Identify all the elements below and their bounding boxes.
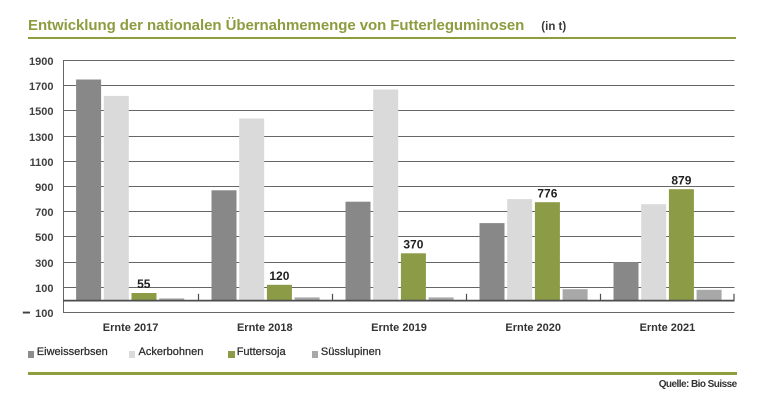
svg-text:55: 55	[137, 277, 151, 291]
svg-text:1900: 1900	[29, 56, 53, 68]
svg-text:100: 100	[35, 283, 53, 295]
svg-text:900: 900	[35, 182, 53, 194]
svg-text:Ernte 2020: Ernte 2020	[505, 322, 561, 334]
svg-text:Ernte 2021: Ernte 2021	[640, 322, 696, 334]
svg-text:879: 879	[671, 173, 691, 187]
svg-text:1300: 1300	[29, 132, 53, 144]
svg-text:1100: 1100	[30, 157, 54, 169]
svg-text:300: 300	[35, 258, 53, 270]
svg-text:Ernte 2019: Ernte 2019	[371, 322, 427, 334]
svg-text:Ernte 2018: Ernte 2018	[237, 322, 293, 334]
svg-text:700: 700	[35, 207, 53, 219]
svg-text:100: 100	[35, 308, 53, 320]
svg-text:370: 370	[403, 237, 423, 251]
svg-text:1700: 1700	[29, 81, 53, 93]
svg-text:1500: 1500	[29, 106, 53, 118]
svg-text:Ernte 2017: Ernte 2017	[103, 322, 159, 334]
svg-text:120: 120	[269, 269, 289, 283]
svg-text:500: 500	[35, 232, 53, 244]
svg-text:776: 776	[537, 186, 557, 200]
